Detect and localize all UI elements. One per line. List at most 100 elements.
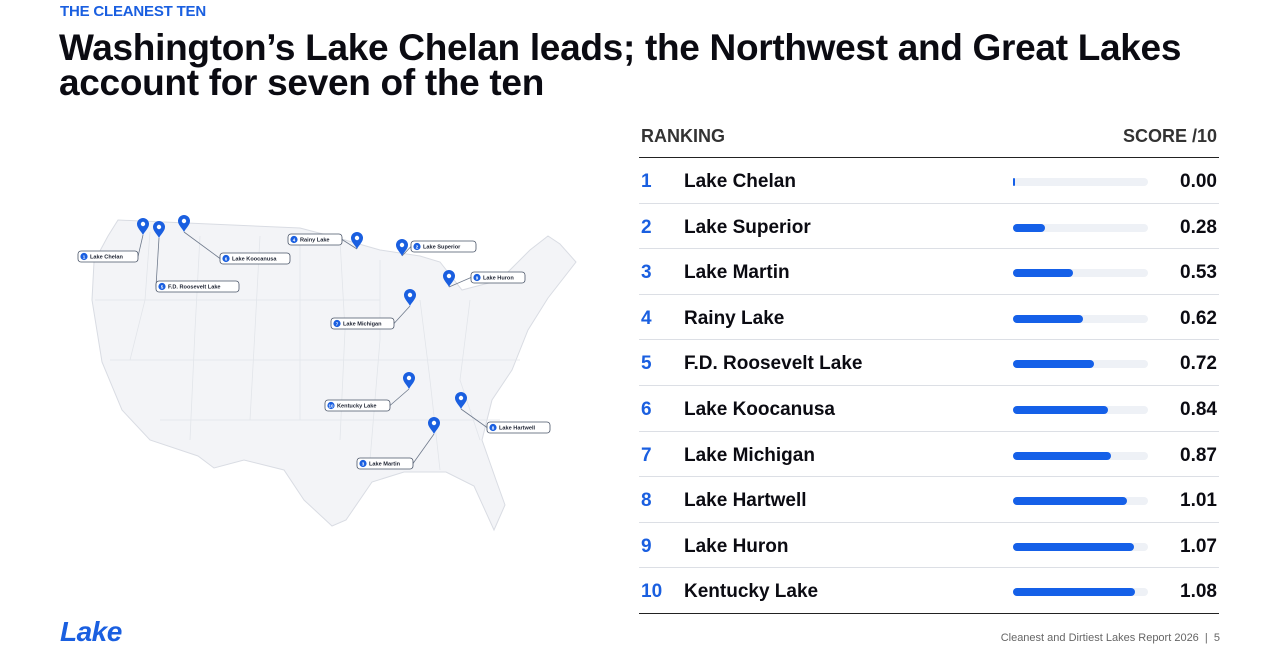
label-rank: 5 [161, 284, 164, 289]
leader-line [460, 408, 488, 428]
footer-text: Cleanest and Dirtiest Lakes Report 2026 … [1000, 632, 1220, 644]
rank: 2 [641, 216, 652, 238]
pin [351, 232, 363, 249]
table-row: 5 F.D. Roosevelt Lake 0.72 [639, 340, 1219, 386]
label-rank: 10 [328, 403, 334, 408]
leader-line [448, 277, 472, 288]
label-badge [333, 319, 341, 328]
lake-name: Lake Chelan [684, 171, 796, 192]
lake-name: Kentucky Lake [684, 581, 819, 603]
score-bar [1013, 497, 1128, 506]
rank: 5 [641, 353, 652, 375]
label-badge [489, 423, 497, 432]
table-row: 9 Lake Huron 1.07 [639, 523, 1219, 569]
pin-dot [458, 395, 464, 401]
score-track [1013, 314, 1148, 323]
pin-dot [399, 242, 405, 248]
pin-dot [406, 375, 412, 381]
pin-dot [446, 273, 452, 279]
table-row: 2 Lake Superior 0.28 [639, 204, 1219, 250]
lake-name: Rainy Lake [684, 307, 785, 329]
pin [153, 221, 165, 238]
label-name: Rainy Lake [300, 238, 330, 244]
score: 1.01 [1180, 490, 1217, 512]
map: 1 Lake Chelan 5 F.D. Roosevelt Lake 6 Lake Ko… [77, 215, 577, 532]
label-name: Kentucky Lake [337, 404, 376, 410]
lake-name: F.D. Roosevelt Lake [684, 353, 863, 375]
label-badge [158, 282, 166, 291]
leader-line [389, 388, 410, 406]
rank: 8 [641, 490, 652, 512]
table-row: 1 Lake Chelan 0.00 [639, 158, 1219, 204]
score: 0.28 [1180, 216, 1217, 238]
lake-name: Lake Martin [684, 262, 790, 284]
label-name: F.D. Roosevelt Lake [168, 285, 221, 291]
score-header: SCORE /10 [1122, 126, 1217, 146]
label-rank: 7 [336, 321, 339, 326]
score-bar [1013, 588, 1135, 597]
table-row: 7 Lake Michigan 0.87 [639, 432, 1219, 478]
pin-dot [156, 224, 162, 230]
us-outline [91, 219, 577, 532]
score: 1.07 [1180, 535, 1217, 557]
score-bar [1013, 178, 1015, 186]
score-track [1013, 269, 1148, 278]
score-track [1013, 588, 1148, 597]
rank: 1 [641, 171, 652, 192]
score-bar [1013, 314, 1084, 323]
leader-line [393, 305, 411, 324]
pin [396, 239, 408, 256]
lake-name: Lake Huron [684, 535, 789, 557]
rank: 10 [641, 581, 663, 603]
score: 0.87 [1180, 444, 1217, 466]
label-badge [327, 401, 335, 410]
score-track [1013, 405, 1148, 414]
label-badge [80, 252, 88, 261]
leader-line [155, 237, 160, 287]
pin [137, 218, 149, 235]
lake-name: Lake Koocanusa [684, 398, 835, 420]
score: 0.00 [1180, 171, 1217, 192]
score-track [1013, 360, 1148, 369]
table-row: 10 Kentucky Lake 1.08 [639, 568, 1219, 614]
pin [403, 372, 415, 389]
label-box [410, 240, 477, 253]
label-rank: 6 [225, 256, 228, 261]
pin-dot [181, 218, 187, 224]
rank: 3 [641, 262, 652, 284]
score-track [1013, 451, 1148, 460]
label-name: Lake Koocanusa [232, 257, 277, 263]
score-bar [1013, 405, 1108, 414]
label-box [77, 250, 139, 263]
label-badge [222, 254, 230, 263]
score-bar [1013, 542, 1134, 551]
label-name: Lake Superior [423, 245, 461, 251]
leader-line [401, 246, 412, 257]
leader-line [412, 433, 435, 464]
pin [455, 392, 467, 409]
label-box [219, 252, 291, 265]
rank: 4 [641, 307, 652, 329]
pin [404, 289, 416, 306]
eyebrow: THE CLEANEST TEN [60, 3, 206, 20]
score-track [1013, 542, 1148, 551]
label-box [356, 457, 414, 470]
label-box [470, 271, 526, 284]
lake-name: Lake Superior [684, 216, 811, 238]
label-rank: 2 [416, 244, 419, 249]
score-track [1013, 223, 1148, 232]
leader-line [341, 239, 358, 250]
ranking-header: RANKING [641, 126, 725, 146]
table-header: RANKING SCORE /10 [639, 120, 1219, 158]
pin [428, 417, 440, 434]
label-rank: 9 [476, 275, 479, 280]
label-box [287, 233, 343, 246]
table-row: 6 Lake Koocanusa 0.84 [639, 386, 1219, 432]
pin [178, 215, 190, 232]
pin-dot [431, 420, 437, 426]
score-bar [1013, 269, 1073, 278]
pin-dot [354, 235, 360, 241]
label-box [324, 399, 391, 412]
score: 0.62 [1180, 307, 1217, 329]
